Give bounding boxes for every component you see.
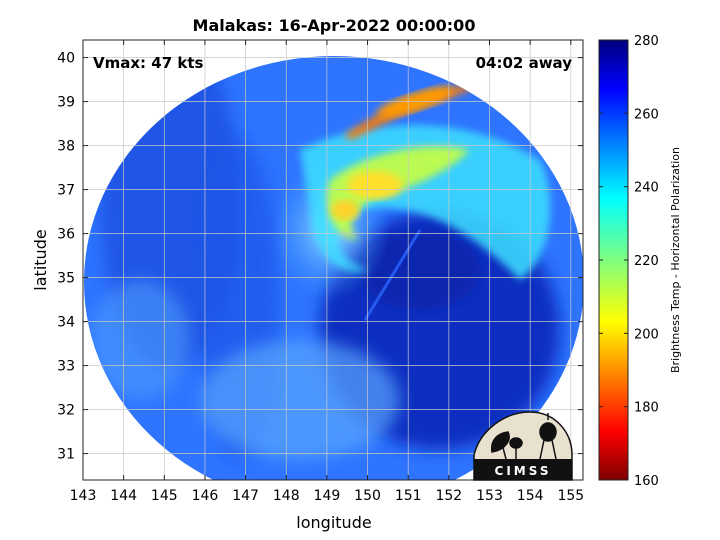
colorbar-tick-label: 200 [634, 327, 659, 342]
x-tick-label: 146 [192, 488, 219, 504]
colorbar-label: Brightness Temp - Horizontal Polarizatio… [669, 147, 682, 373]
cimss-logo-text: CIMSS [495, 464, 552, 478]
x-tick-label: 143 [70, 488, 97, 504]
swath-imagery [84, 56, 583, 480]
x-axis-label: longitude [296, 513, 371, 532]
chart-title: Malakas: 16-Apr-2022 00:00:00 [193, 16, 476, 35]
y-tick-label: 37 [57, 183, 75, 199]
x-tick-label: 148 [273, 488, 300, 504]
colorbar-tick-label: 220 [634, 254, 659, 269]
x-tick-label: 153 [476, 488, 503, 504]
colorbar-tick-label: 160 [634, 474, 659, 489]
colorbar-tick-label: 280 [634, 34, 659, 49]
colorbar [598, 39, 629, 481]
y-tick-label: 35 [57, 271, 75, 287]
x-axis-ticks: 143 144 145 146 147 148 149 150 151 152 153 154 155 [70, 40, 584, 504]
y-axis-ticks: 40 39 38 37 36 35 34 33 32 31 [57, 51, 583, 463]
y-tick-label: 40 [57, 51, 75, 67]
colorbar-tick-label: 240 [634, 181, 659, 196]
x-tick-label: 151 [395, 488, 422, 504]
vmax-label: Vmax: 47 kts [93, 54, 203, 72]
colorbar-tick-label: 180 [634, 401, 659, 416]
y-tick-label: 32 [57, 403, 75, 419]
y-tick-label: 33 [57, 359, 75, 375]
y-tick-label: 34 [57, 315, 75, 331]
time-away-label: 04:02 away [476, 54, 573, 72]
x-tick-label: 150 [354, 488, 381, 504]
y-axis-label: latitude [31, 229, 50, 290]
x-tick-label: 145 [151, 488, 178, 504]
y-tick-label: 31 [57, 447, 75, 463]
x-tick-label: 149 [314, 488, 341, 504]
x-tick-label: 147 [232, 488, 259, 504]
x-tick-label: 144 [110, 488, 137, 504]
x-tick-label: 154 [517, 488, 544, 504]
y-tick-label: 39 [57, 95, 75, 111]
y-tick-label: 38 [57, 139, 75, 155]
x-tick-label: 155 [557, 488, 584, 504]
gridlines [83, 40, 583, 480]
y-tick-label: 36 [57, 227, 75, 243]
x-tick-label: 152 [435, 488, 462, 504]
colorbar-ticks: 280 260 240 220 200 180 160 [599, 34, 659, 489]
axes-frame [82, 39, 584, 481]
colorbar-tick-label: 260 [634, 107, 659, 122]
cimss-logo: CIMSS [473, 411, 573, 481]
